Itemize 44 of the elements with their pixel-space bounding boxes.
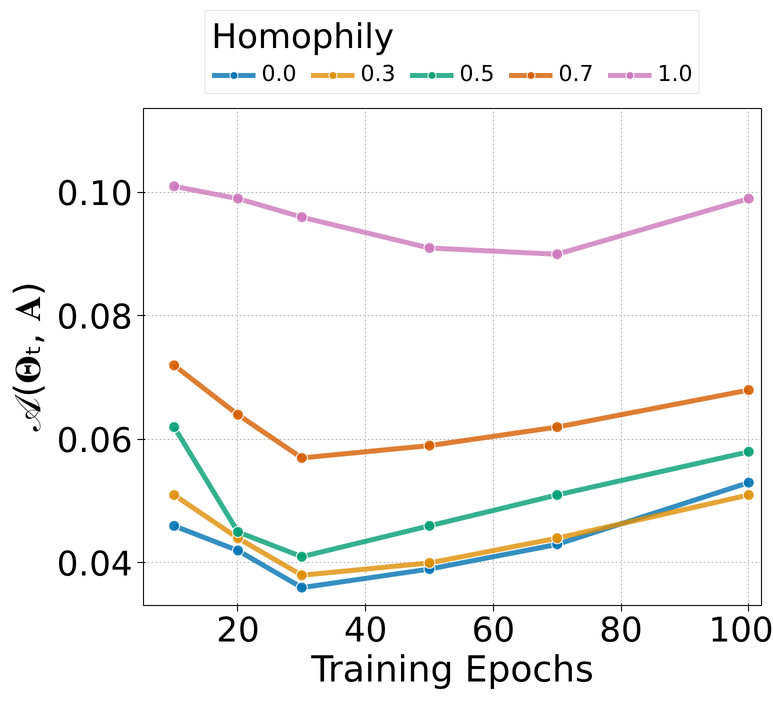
point <box>742 446 755 458</box>
legend-title: Homophily <box>212 17 395 57</box>
point <box>168 421 180 434</box>
point <box>232 408 244 421</box>
point <box>296 569 308 582</box>
point <box>296 582 308 594</box>
point <box>551 421 564 434</box>
point <box>551 532 564 544</box>
x-tick-label: 40 <box>344 610 388 650</box>
point <box>168 520 180 532</box>
point <box>424 520 436 532</box>
point <box>296 452 308 464</box>
legend-label: 0.0 <box>262 62 296 87</box>
point <box>232 526 244 538</box>
y-tick-label: 0.06 <box>56 420 132 461</box>
point <box>742 192 755 205</box>
point <box>168 489 180 501</box>
y-axis-title: 𝒜(𝚯ₜ, 𝐀) <box>8 282 49 432</box>
point <box>296 211 308 224</box>
legend-label: 0.7 <box>558 62 594 87</box>
y-tick-label: 0.04 <box>56 544 132 584</box>
x-tick-label: 20 <box>216 610 260 650</box>
point <box>742 476 755 489</box>
x-tick-label: 80 <box>599 610 643 650</box>
x-tick-label: 100 <box>708 610 773 650</box>
point <box>232 192 244 205</box>
point <box>424 242 436 254</box>
y-tick-label: 0.10 <box>56 174 132 214</box>
point <box>168 180 180 192</box>
point <box>424 440 436 452</box>
point <box>232 544 244 557</box>
legend-label: 1.0 <box>658 62 692 87</box>
x-tick-label: 60 <box>472 610 515 650</box>
legend-label: 0.3 <box>360 62 396 87</box>
point <box>551 248 564 260</box>
y-tick-label: 0.08 <box>56 297 132 338</box>
point <box>742 384 755 396</box>
point <box>424 556 436 569</box>
point <box>296 550 308 563</box>
x-axis-title: Training Epochs <box>310 650 594 690</box>
point <box>742 489 755 501</box>
point <box>168 359 180 372</box>
point <box>551 489 564 501</box>
legend-label: 0.5 <box>460 62 494 87</box>
